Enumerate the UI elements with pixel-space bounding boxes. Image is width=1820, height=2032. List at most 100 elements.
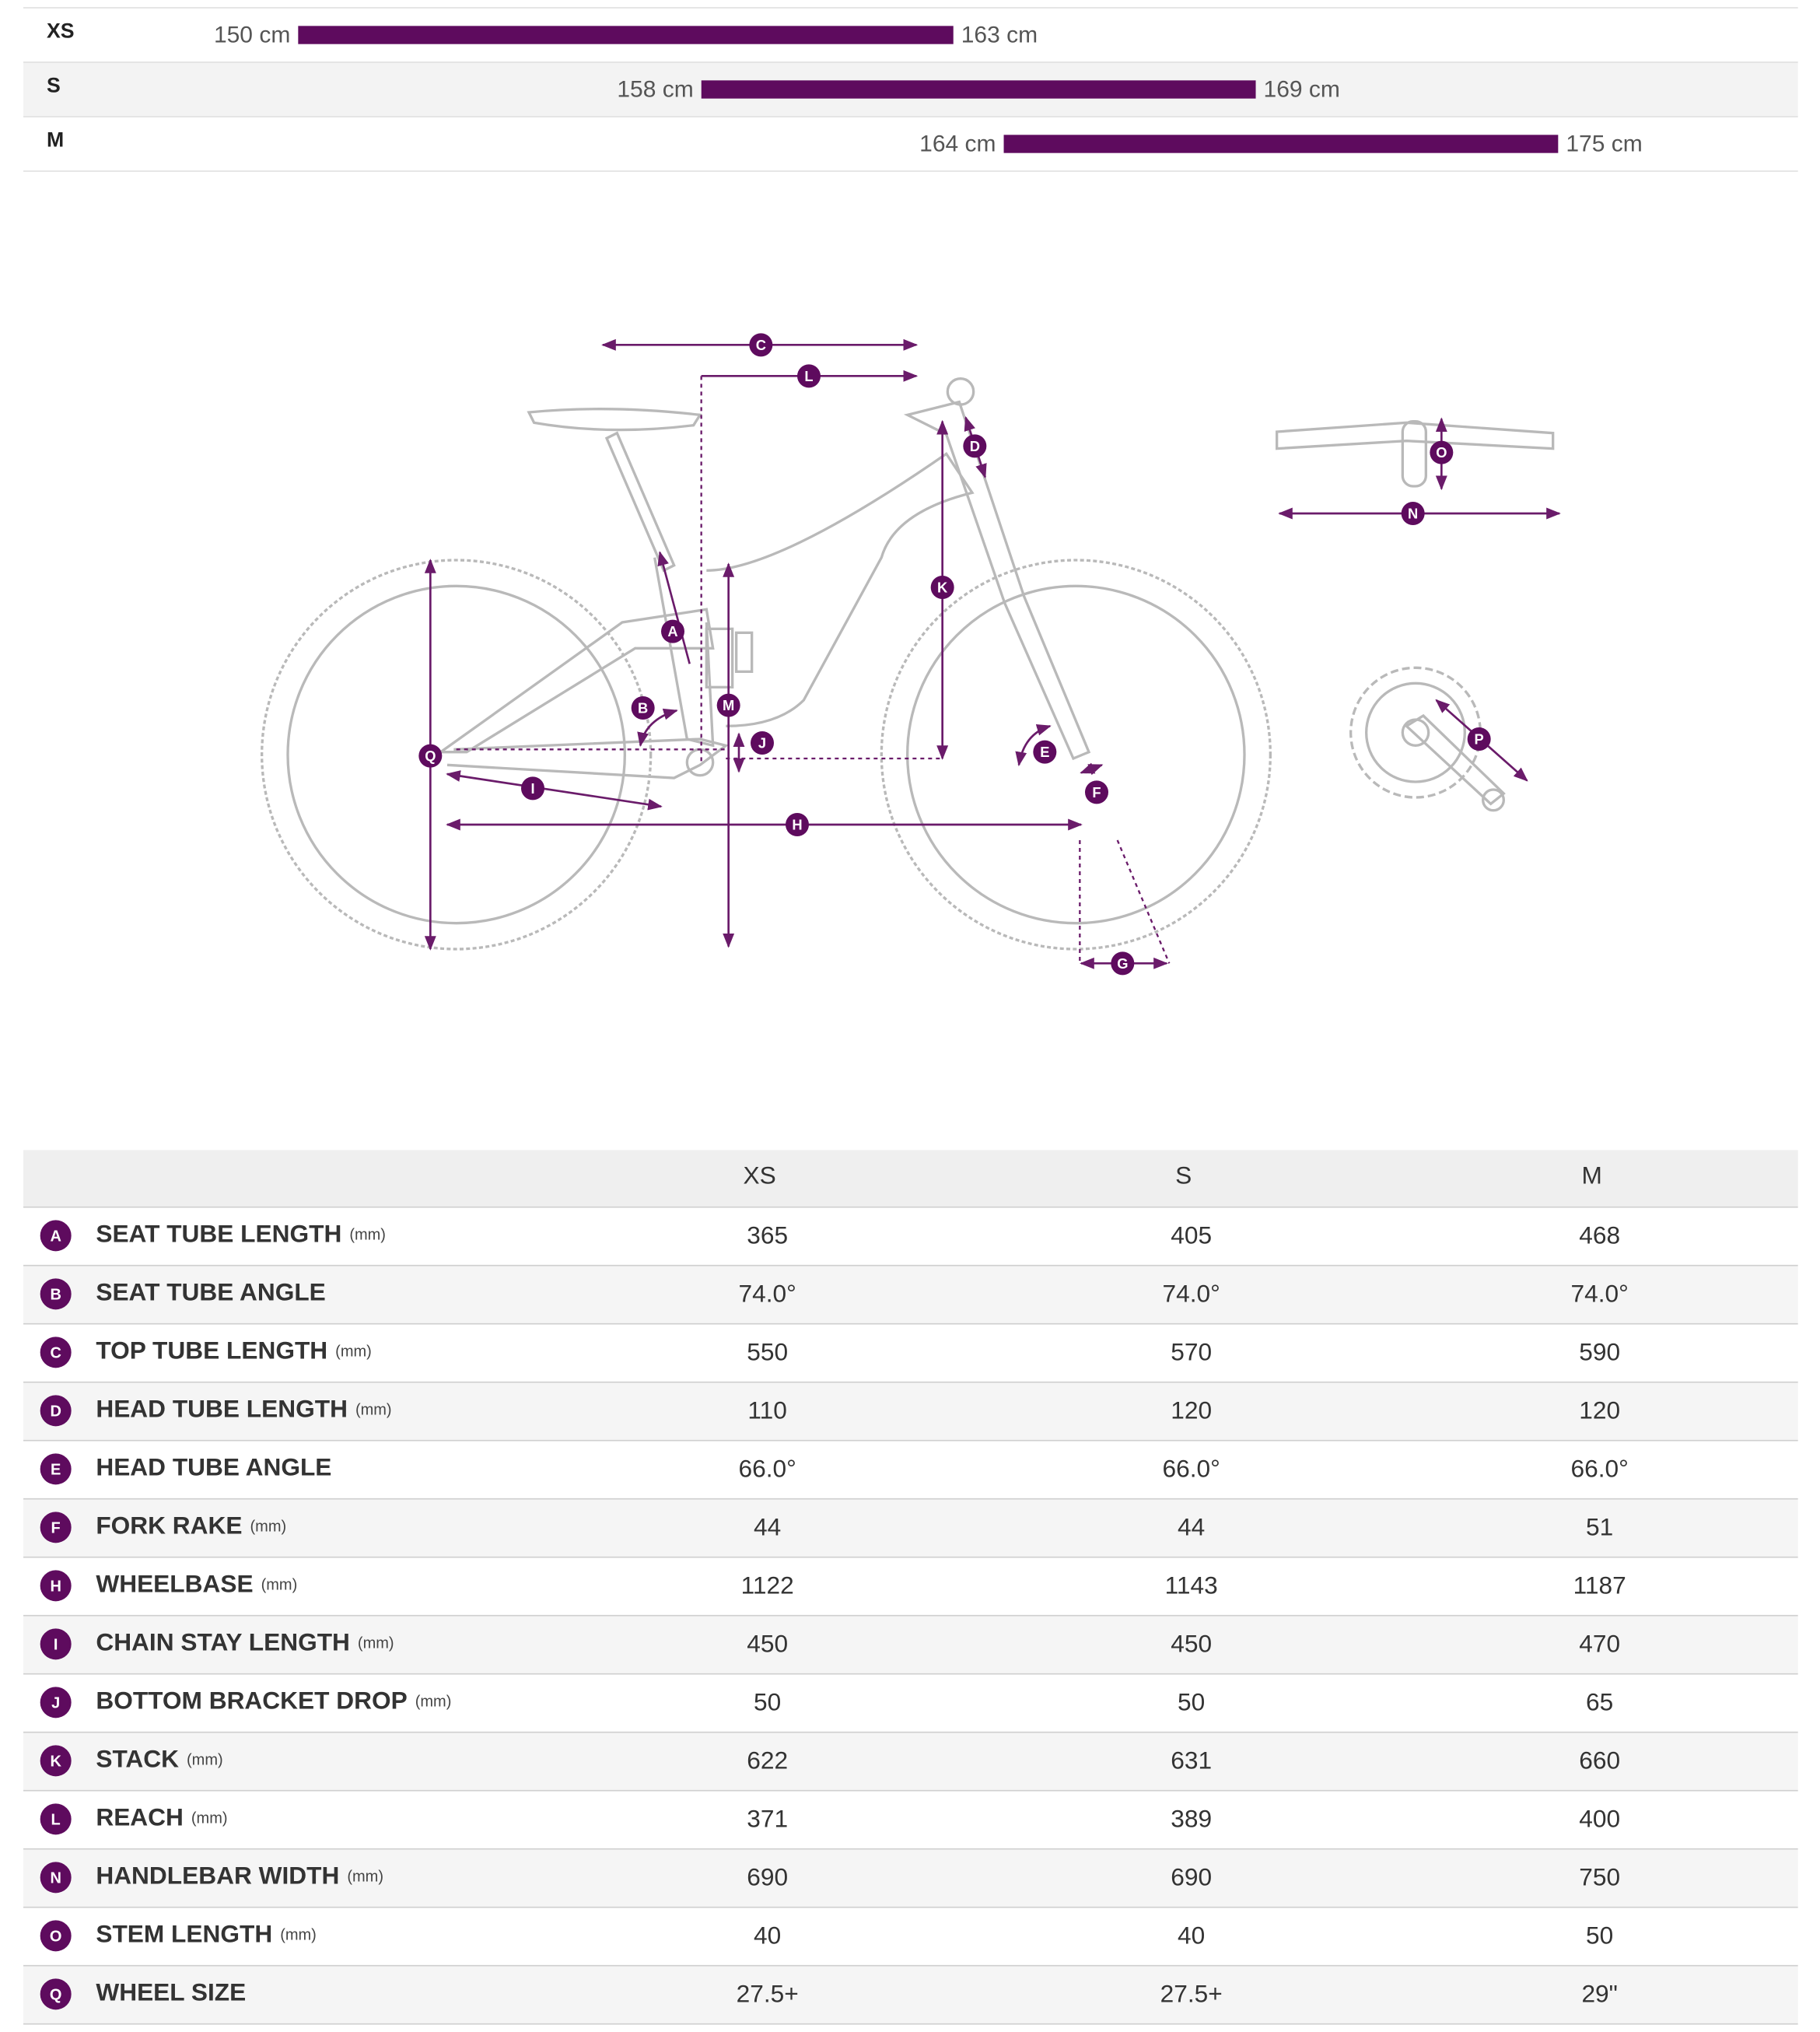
- cell-value: 27.5+: [1160, 1979, 1223, 2007]
- max-label: 163 cm: [961, 23, 1038, 48]
- cell-value: 74.0°: [739, 1279, 796, 1307]
- label-badge: [1033, 740, 1057, 764]
- label-letter: B: [638, 700, 648, 716]
- label-letter: E: [1040, 744, 1049, 760]
- row-name: STEM LENGTH (mm): [96, 1920, 317, 1948]
- min-label: 158 cm: [617, 77, 693, 103]
- letter-badge: [40, 1920, 72, 1952]
- row-letter: K: [50, 1753, 61, 1770]
- row-letter: E: [51, 1461, 61, 1478]
- height-bar: [701, 80, 1256, 99]
- letter-badge: [40, 1220, 72, 1252]
- letter-badge: [40, 1453, 72, 1485]
- letter-badge: [40, 1628, 72, 1660]
- table-row: [23, 1323, 1798, 1382]
- cell-value: 1187: [1573, 1571, 1626, 1599]
- label-badge: [797, 364, 821, 388]
- label-letter: P: [1475, 731, 1484, 748]
- column-header: XS: [744, 1161, 776, 1189]
- row-name: FORK RAKE (mm): [96, 1512, 286, 1540]
- table-row: [23, 1557, 1798, 1616]
- label-badge: [716, 693, 740, 717]
- row-name-text: WHEEL SIZE: [96, 1978, 246, 2006]
- row-unit: (mm): [261, 1577, 298, 1594]
- row-name-text: HEAD TUBE LENGTH: [96, 1395, 348, 1423]
- letter-badge: [40, 1978, 72, 2010]
- cell-value: 550: [747, 1337, 788, 1365]
- table-row: [23, 1907, 1798, 1966]
- letter-badge: [40, 1862, 72, 1894]
- row-name-text: BOTTOM BRACKET DROP: [96, 1687, 407, 1715]
- row-letter: I: [54, 1636, 58, 1653]
- row-name: WHEEL SIZE: [96, 1978, 246, 2006]
- row-letter: C: [50, 1344, 61, 1361]
- row-unit: (mm): [415, 1694, 452, 1711]
- letter-badge: [40, 1512, 72, 1543]
- label-letter: L: [804, 368, 813, 384]
- height-bar: [1003, 135, 1559, 153]
- table-row: [23, 1848, 1798, 1908]
- row-name: HEAD TUBE ANGLE: [96, 1453, 331, 1481]
- label-badge: [1085, 780, 1108, 804]
- cell-value: 400: [1579, 1804, 1620, 1832]
- cell-value: 65: [1586, 1687, 1613, 1715]
- cell-value: 27.5+: [737, 1979, 799, 2007]
- letter-badge: [40, 1687, 72, 1718]
- label-letter: J: [758, 735, 766, 751]
- table-row: [23, 1265, 1798, 1324]
- row-letter: Q: [50, 1986, 62, 2003]
- label-letter: I: [530, 780, 534, 797]
- max-label: 169 cm: [1264, 77, 1340, 103]
- row-unit: (mm): [355, 1402, 392, 1419]
- cell-value: 66.0°: [739, 1454, 796, 1482]
- row-letter: H: [50, 1578, 61, 1595]
- cell-value: 44: [1178, 1512, 1205, 1540]
- row-name: HANDLEBAR WIDTH (mm): [96, 1862, 383, 1890]
- cell-value: 468: [1579, 1221, 1620, 1249]
- letter-badge: [40, 1570, 72, 1602]
- label-letter: M: [723, 697, 734, 713]
- row-name-text: FORK RAKE: [96, 1512, 242, 1540]
- label-badge: [1401, 502, 1425, 526]
- cell-value: 365: [747, 1221, 788, 1249]
- label-letter: C: [756, 337, 766, 353]
- row-name: SEAT TUBE ANGLE: [96, 1278, 325, 1306]
- size-label: XS: [47, 19, 75, 43]
- label-badge: [786, 813, 809, 836]
- row-name: WHEELBASE (mm): [96, 1570, 297, 1598]
- column-header: M: [1581, 1161, 1601, 1189]
- row-name: SEAT TUBE LENGTH (mm): [96, 1220, 386, 1248]
- cell-value: 470: [1579, 1629, 1620, 1657]
- cell-value: 51: [1586, 1512, 1613, 1540]
- height-bar: [298, 26, 954, 44]
- label-badge: [1111, 951, 1135, 976]
- cell-value: 570: [1171, 1337, 1212, 1365]
- label-letter: K: [937, 580, 948, 596]
- label-badge: [631, 696, 655, 720]
- row-name-text: SEAT TUBE ANGLE: [96, 1278, 325, 1306]
- label-badge: [749, 333, 773, 357]
- cell-value: 110: [747, 1396, 786, 1424]
- row-unit: (mm): [250, 1519, 287, 1536]
- cell-value: 750: [1579, 1862, 1620, 1890]
- label-badge: [661, 619, 684, 643]
- table-row: [23, 1498, 1798, 1557]
- cell-value: 50: [1178, 1687, 1205, 1715]
- row-letter: B: [50, 1286, 61, 1303]
- max-label: 175 cm: [1566, 131, 1642, 157]
- label-badge: [1467, 727, 1491, 751]
- table-row: [23, 1382, 1798, 1441]
- label-letter: D: [970, 438, 980, 454]
- table-row: [23, 1207, 1798, 1266]
- cell-value: 450: [1171, 1629, 1212, 1657]
- row-name-text: TOP TUBE LENGTH: [96, 1337, 327, 1365]
- table-row: [23, 1965, 1798, 2024]
- row-letter: A: [50, 1228, 61, 1245]
- cell-value: 590: [1579, 1337, 1620, 1365]
- row-letter: F: [51, 1519, 61, 1536]
- cell-value: 1122: [741, 1571, 794, 1599]
- letter-badge: [40, 1395, 72, 1427]
- row-name: TOP TUBE LENGTH (mm): [96, 1337, 371, 1365]
- row-unit: (mm): [358, 1635, 394, 1652]
